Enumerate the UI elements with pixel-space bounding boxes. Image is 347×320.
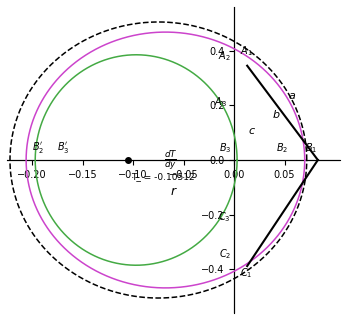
Text: $B_2'$: $B_2'$ <box>32 140 44 155</box>
Text: $C_3$: $C_3$ <box>219 211 231 224</box>
Text: $A_2$: $A_2$ <box>218 49 231 63</box>
X-axis label: r: r <box>171 185 176 198</box>
Text: $B_3'$: $B_3'$ <box>57 140 70 155</box>
Y-axis label: $\frac{dT}{dy}$: $\frac{dT}{dy}$ <box>163 148 177 172</box>
Text: c: c <box>248 126 254 136</box>
Text: $A_3$: $A_3$ <box>214 96 227 109</box>
Text: $A_1$: $A_1$ <box>240 44 253 58</box>
Text: $C_1$: $C_1$ <box>240 267 253 280</box>
Text: $B_3$: $B_3$ <box>219 141 231 155</box>
Text: T_ = -0.10512: T_ = -0.10512 <box>131 172 195 181</box>
Text: a: a <box>289 91 295 100</box>
Text: $B_1$: $B_1$ <box>305 141 317 155</box>
Text: b: b <box>272 110 280 120</box>
Text: $C_2$: $C_2$ <box>219 247 231 261</box>
Text: $B_2$: $B_2$ <box>277 141 289 155</box>
